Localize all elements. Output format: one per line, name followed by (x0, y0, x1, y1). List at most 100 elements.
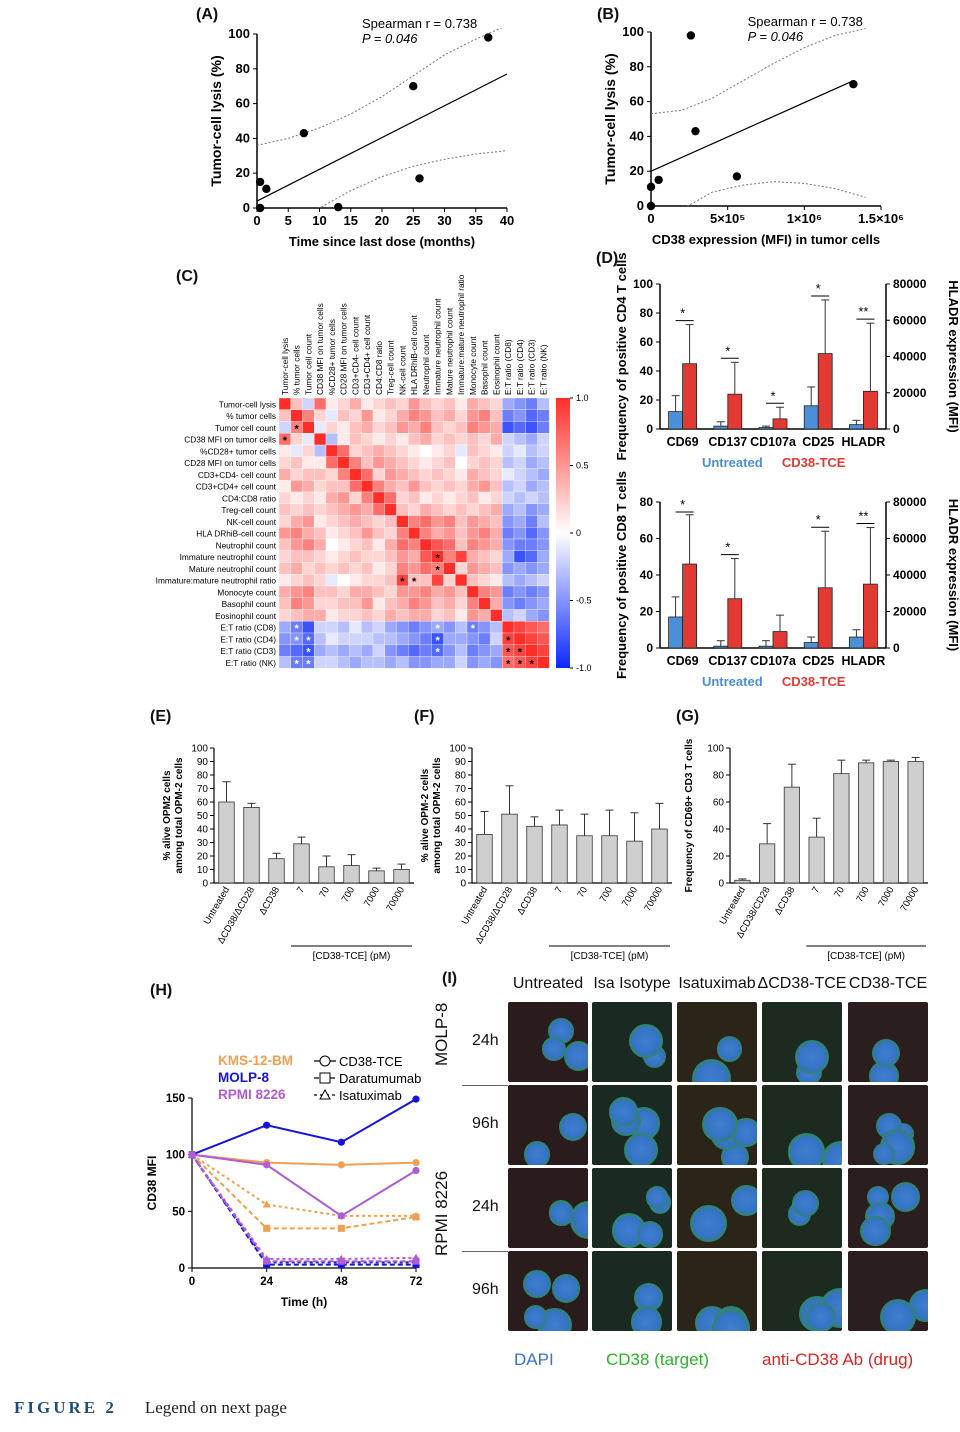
y-tick-label: 80 (713, 771, 725, 782)
x-tick-label: 15 (344, 213, 358, 228)
marker-square (412, 1257, 420, 1265)
y-right-tick-label: 20000 (893, 386, 927, 400)
cell-nucleus (871, 1039, 900, 1068)
figure-footer: FIGURE 2 Legend on next page (14, 1398, 287, 1418)
significance-star: * (306, 635, 311, 647)
cell-nucleus (690, 1204, 727, 1242)
series-line (191, 1153, 416, 1217)
column-label: E:T ratio (CD8) (503, 339, 513, 395)
data-point (646, 182, 656, 192)
significance-star: * (435, 564, 440, 576)
column-label: Tumor-cell lysis (280, 338, 290, 395)
y-right-tick-label: 80000 (893, 277, 927, 291)
column-label: CD38 MFI on tumor cells (315, 303, 325, 395)
column-label: CD28 MFI on tumor cells (339, 303, 349, 395)
x-tick-label: 7 (553, 885, 565, 895)
scatter-A: 0 20 40 60 80 100 0 5 10 15 20 25 30 35 40 Spearman r =… (208, 16, 514, 249)
x-tick-label: 70 (317, 885, 332, 900)
data-point (686, 31, 696, 40)
y-tick-label: 60 (455, 798, 467, 809)
row-label: Treg-cell count (221, 505, 276, 515)
legend-triangle-icon (319, 1088, 331, 1100)
panel-label-h: (H) (150, 982, 173, 999)
significance-star: * (680, 497, 685, 512)
y-tick-label: 80 (640, 495, 654, 509)
microscopy-image (677, 1002, 757, 1082)
row-label: CD3+CD4+ cell count (196, 482, 277, 492)
y-tick-label: 20 (640, 393, 654, 407)
microscopy-image (508, 1085, 588, 1165)
y-tick-label: 20 (630, 163, 644, 178)
marker-triangle (262, 1200, 271, 1208)
marker-circle (337, 1212, 345, 1220)
micro-time-label: 96h (472, 1281, 499, 1298)
bracket-label: [CD38-TCE] (pM) (827, 951, 905, 962)
colorbar-label: 0 (576, 528, 581, 538)
micro-column-label: Untreated (512, 975, 584, 992)
significance-star: * (435, 647, 440, 659)
data-point (691, 126, 700, 136)
cell-nucleus (717, 1036, 743, 1062)
x-tick-label: 0 (189, 1276, 195, 1288)
y-tick-label: 20 (236, 165, 250, 180)
y-tick-label: 0 (646, 641, 653, 655)
data-point (415, 174, 424, 183)
cell-nucleus (569, 1200, 588, 1239)
column-label: NK-cell count (397, 345, 407, 395)
significance-star: * (506, 647, 511, 659)
y-tick-label: 20 (640, 605, 654, 619)
p-value-label: P = 0.046 (362, 31, 418, 46)
y-tick-label: 60 (640, 335, 654, 349)
row-label: Tumor cell count (215, 423, 277, 433)
cell-nucleus (542, 1037, 566, 1061)
y-tick-label: 100 (228, 26, 250, 41)
significance-star: * (725, 343, 730, 358)
microscopy-image (508, 1002, 588, 1082)
marker-circle (263, 1121, 271, 1129)
cell-nucleus (860, 1215, 891, 1246)
y-tick-label: 20 (197, 852, 209, 863)
x-tick-label: CD25 (802, 435, 834, 449)
y-axis-title: Frequency of positive CD8 T cells (614, 471, 629, 679)
y-right-axis-title: HLADR expression (MFI) (946, 499, 960, 651)
y-right-tick-label: 0 (893, 422, 900, 436)
y-right-tick-label: 40000 (893, 350, 927, 364)
spearman-label: Spearman r = 0.738 (362, 16, 477, 31)
y-tick-label: 0 (179, 1263, 185, 1275)
colorbar-label: 1.0 (576, 393, 589, 403)
significance-star: * (306, 647, 311, 659)
ci-upper-band (257, 28, 503, 146)
microscopy-image (592, 1168, 672, 1248)
ci-upper-band (651, 28, 866, 115)
cell-nucleus (702, 1106, 738, 1143)
cell-nucleus (628, 1023, 664, 1058)
y-axis-title: CD38 MFI (145, 1156, 159, 1211)
y-tick-label: 60 (197, 798, 209, 809)
y-tick-label: 50 (197, 811, 209, 822)
data-point (732, 172, 742, 181)
microscopy-image (762, 1085, 842, 1165)
panel-label-d: (D) (596, 250, 619, 267)
y-axis-title: % alive OPM-2 cells (420, 768, 431, 862)
series-line (191, 1153, 417, 1230)
marker-circle (412, 1159, 420, 1167)
treatment-legend-label: Isatuximab (339, 1088, 402, 1103)
y-tick-label: 100 (449, 744, 466, 755)
x-tick-label: CD69 (667, 654, 699, 668)
y-tick-label: 10 (455, 865, 467, 876)
colorbar-label: -0.5 (576, 596, 592, 606)
x-tick-label: CD137 (708, 654, 747, 668)
treatment-legend-label: Daratumumab (339, 1071, 421, 1086)
y-tick-label: 70 (455, 784, 467, 795)
x-tick-label: 1×10⁶ (787, 211, 822, 226)
micro-time-label: 96h (472, 1115, 499, 1132)
x-axis-title: Time since last dose (months) (289, 234, 475, 249)
panel-label-c: (C) (176, 268, 199, 285)
column-label: CD3+CD4+ cell count (362, 314, 372, 395)
row-label: Basophil count (222, 599, 277, 609)
cell-nucleus (608, 1097, 638, 1127)
x-tick-label: 5×10⁵ (710, 211, 745, 226)
